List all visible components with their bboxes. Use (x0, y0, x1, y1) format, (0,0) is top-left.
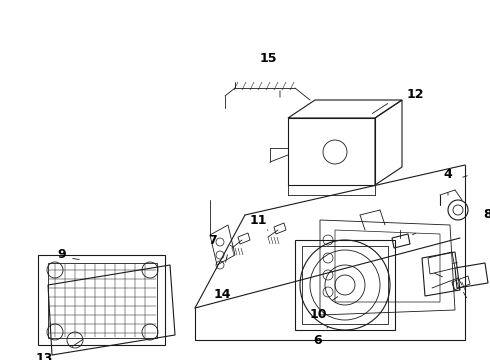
Text: 11: 11 (249, 213, 267, 226)
Text: 7: 7 (208, 234, 217, 247)
Text: 4: 4 (443, 168, 452, 181)
Text: 6: 6 (314, 333, 322, 346)
Text: 10: 10 (309, 309, 327, 321)
Text: 12: 12 (406, 89, 424, 102)
Text: 14: 14 (213, 288, 231, 302)
Text: 13: 13 (35, 351, 53, 360)
Text: 8: 8 (484, 208, 490, 221)
Text: 9: 9 (58, 248, 66, 261)
Text: 15: 15 (259, 51, 277, 64)
